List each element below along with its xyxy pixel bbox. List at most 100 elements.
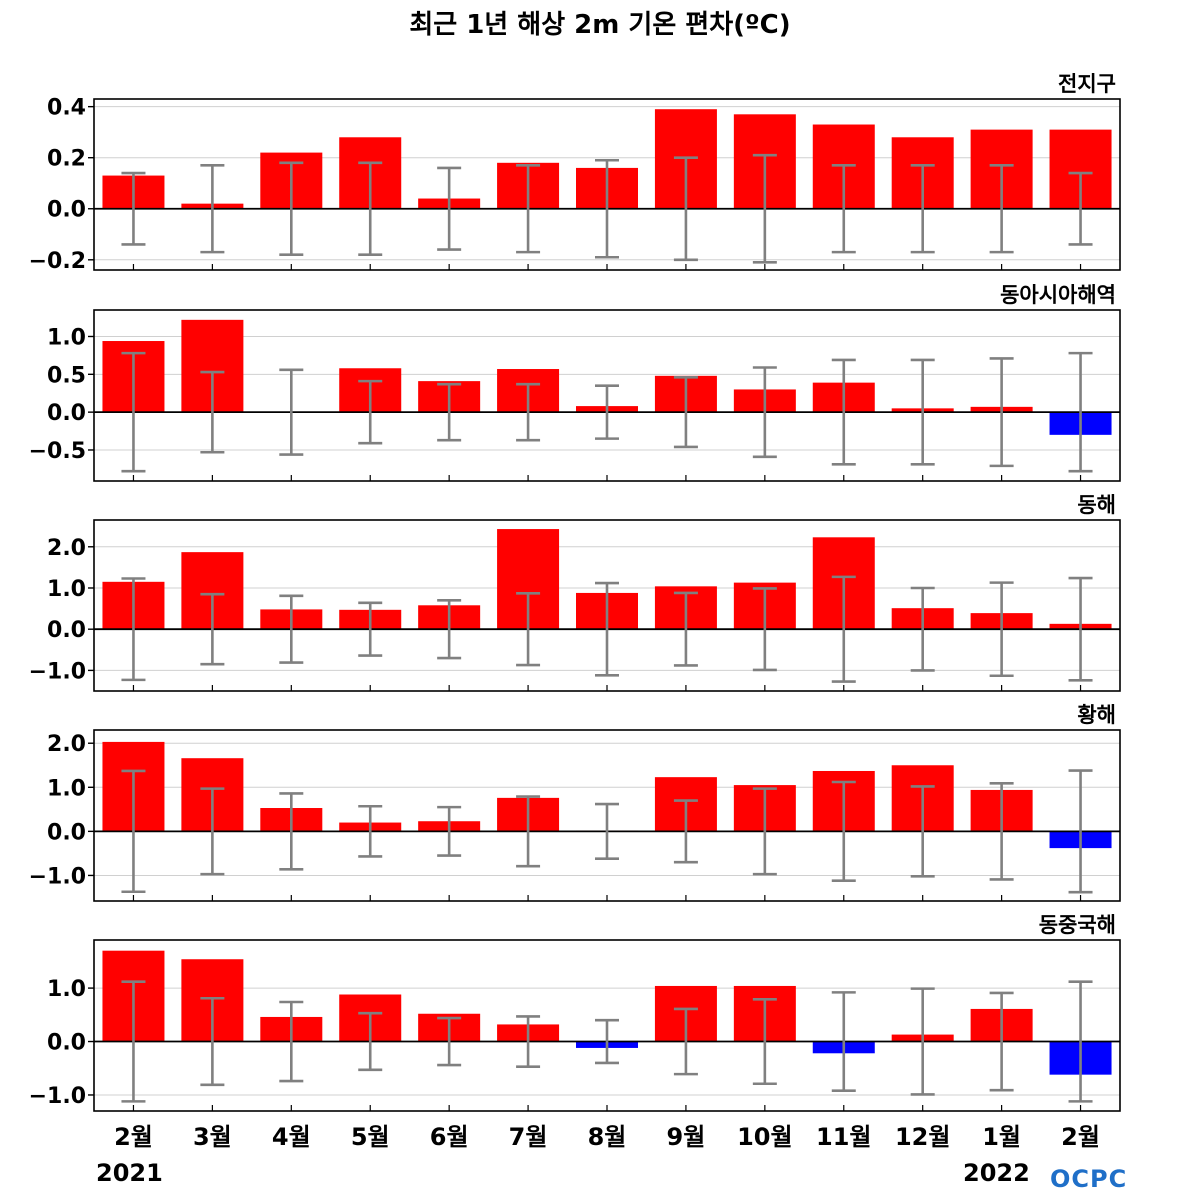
x-tick-label: 2월 — [114, 1123, 153, 1151]
error-bar — [279, 1000, 304, 1083]
error-bar — [595, 384, 619, 440]
error-bar — [358, 379, 383, 445]
error-bar — [910, 987, 935, 1096]
x-tick-label: 1월 — [982, 1123, 1021, 1151]
x-tick-label: 2월 — [1061, 1123, 1100, 1151]
error-bar — [279, 594, 304, 664]
year-label-end: 2022 — [963, 1159, 1030, 1187]
x-tick-label: 12월 — [895, 1123, 950, 1151]
error-bar — [673, 591, 698, 667]
error-bar — [989, 357, 1014, 468]
x-tick-label: 10월 — [737, 1123, 792, 1151]
error-bar — [121, 980, 146, 1103]
panels: −0.2 0.0 0.2 0.4 전지구 −0.5 0.0 0.5 1.0 동아시아해역 −1.0 0… — [29, 72, 1121, 1112]
error-bar — [673, 376, 698, 449]
error-bar — [358, 601, 383, 657]
error-bar — [1068, 576, 1093, 682]
error-bar — [121, 577, 146, 682]
error-bar — [595, 158, 619, 259]
error-bar — [358, 1011, 383, 1072]
error-bar — [121, 769, 146, 894]
error-bar — [752, 366, 777, 459]
panel-2: −0.5 0.0 0.5 1.0 동아시아해역 — [29, 283, 1121, 482]
y-tick-label: 1.0 — [47, 577, 86, 602]
panel-title: 동해 — [1077, 493, 1116, 517]
panel-title: 동중국해 — [1039, 913, 1116, 937]
error-bar — [752, 787, 777, 876]
error-bar — [516, 164, 541, 254]
error-bar — [831, 780, 856, 883]
error-bar — [1068, 171, 1093, 246]
y-tick-label: 0.0 — [47, 198, 86, 223]
x-tick-label: 9월 — [667, 1123, 706, 1151]
error-bar — [910, 785, 935, 878]
y-tick-label: 0.0 — [47, 820, 86, 845]
error-bar — [989, 164, 1014, 254]
y-tick-label: 2.0 — [47, 536, 86, 561]
error-bar — [358, 161, 383, 256]
panel-title: 동아시아해역 — [1000, 283, 1116, 307]
error-bar — [200, 370, 225, 454]
error-bar — [673, 799, 698, 864]
y-tick-label: −1.0 — [29, 864, 86, 889]
x-tick-label: 8월 — [588, 1123, 627, 1151]
error-bar — [989, 782, 1014, 881]
panel-title: 황해 — [1077, 703, 1116, 727]
error-bar — [200, 592, 225, 666]
y-tick-label: 1.0 — [47, 776, 86, 801]
error-bar — [1068, 769, 1093, 894]
error-bar — [200, 787, 225, 876]
panel-5: −1.0 0.0 1.0 동중국해 — [29, 913, 1121, 1112]
error-bar — [437, 599, 462, 660]
y-tick-label: 0.4 — [47, 96, 86, 121]
error-bar — [989, 991, 1014, 1092]
error-bar — [516, 1015, 541, 1068]
error-bar — [279, 368, 304, 456]
error-bar — [516, 592, 541, 667]
error-bar — [831, 575, 856, 683]
x-tick-label: 4월 — [272, 1123, 311, 1151]
error-bar — [200, 996, 225, 1087]
error-bar — [752, 153, 777, 264]
panel-3: −1.0 0.0 1.0 2.0 동해 — [29, 493, 1121, 692]
error-bar — [437, 1016, 462, 1067]
error-bar — [437, 166, 462, 251]
y-tick-label: −0.2 — [29, 249, 86, 274]
error-bar — [1068, 351, 1093, 473]
x-tick-label: 5월 — [351, 1123, 390, 1151]
y-tick-label: 0.0 — [47, 1031, 86, 1056]
y-tick-label: 2.0 — [47, 732, 86, 757]
y-tick-label: 1.0 — [47, 977, 86, 1002]
error-bar — [752, 998, 777, 1086]
y-tick-label: −1.0 — [29, 1084, 86, 1109]
error-bar — [200, 164, 225, 254]
error-bar — [910, 586, 935, 672]
y-tick-label: −1.0 — [29, 659, 86, 684]
error-bar — [831, 358, 856, 466]
error-bar — [752, 587, 777, 672]
y-tick-label: 1.0 — [47, 325, 86, 350]
error-bar — [910, 164, 935, 254]
error-bar — [595, 1018, 619, 1065]
error-bar — [595, 802, 619, 860]
error-bar — [516, 382, 541, 442]
error-bar — [516, 795, 541, 868]
ocpc-logo: OCPC — [1050, 1165, 1127, 1193]
y-tick-label: 0.0 — [47, 618, 86, 643]
y-tick-label: 0.0 — [47, 401, 86, 426]
error-bar — [437, 382, 462, 442]
x-tick-label: 6월 — [430, 1123, 469, 1151]
error-bar — [989, 581, 1014, 678]
panel-4: −1.0 0.0 1.0 2.0 황해 — [29, 703, 1121, 902]
error-bar — [831, 164, 856, 254]
error-bar — [1068, 980, 1093, 1103]
x-tick-label: 7월 — [509, 1123, 548, 1151]
y-tick-label: 0.5 — [47, 363, 86, 388]
error-bar — [673, 1007, 698, 1076]
y-tick-label: 0.2 — [47, 147, 86, 172]
x-tick-label: 11월 — [816, 1123, 871, 1151]
x-axis: 2월 3월 4월 5월 6월 7월 8월 9월 10월 11월 12월 1월 2월 — [114, 1123, 1100, 1151]
error-bar — [358, 804, 383, 858]
error-bar — [595, 581, 619, 677]
